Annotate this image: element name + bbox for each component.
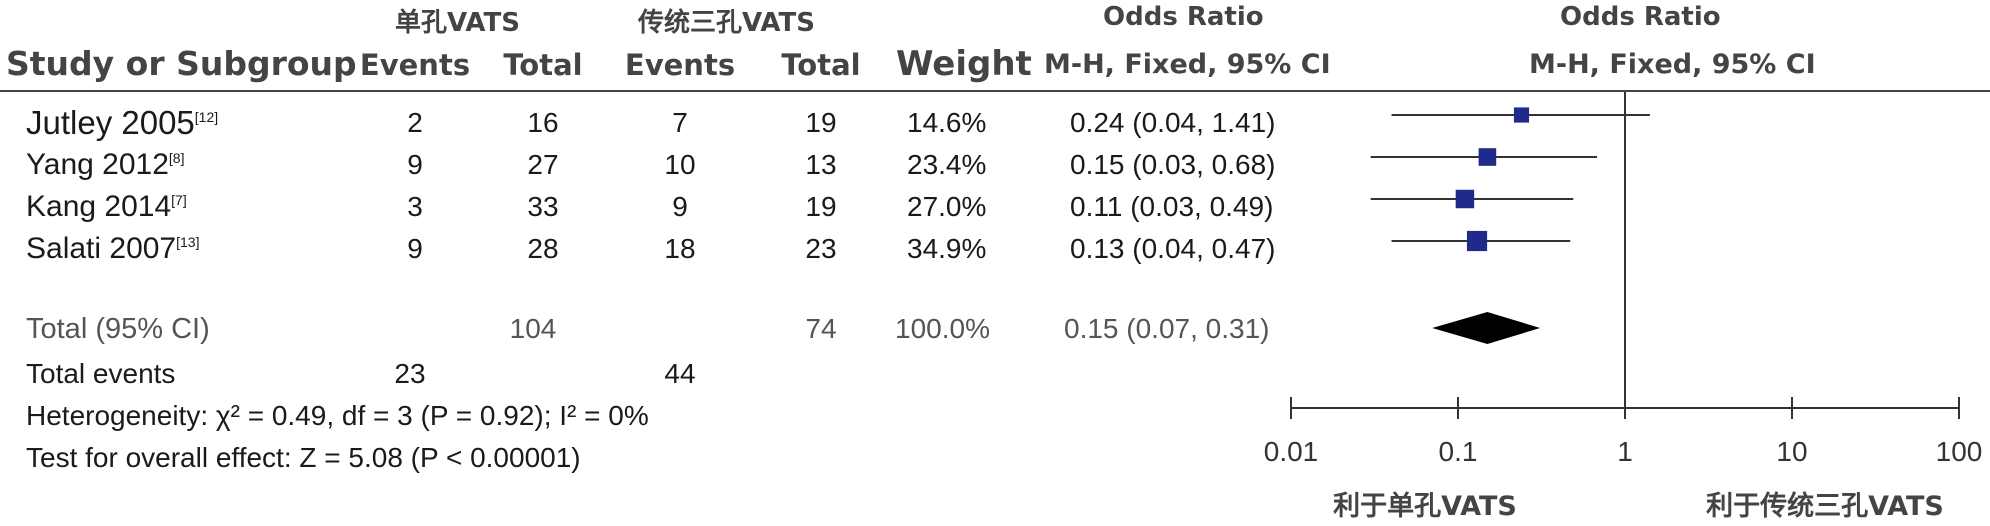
method-header-right: M-H, Fixed, 95% CI <box>1529 49 1816 80</box>
total2-cell: 19 <box>805 191 837 222</box>
odds-ratio-ci-cell: 0.15 (0.03, 0.68) <box>1070 149 1276 180</box>
odds-ratio-ci-cell: 0.11 (0.03, 0.49) <box>1070 191 1274 222</box>
study-name: Yang 2012[8] <box>26 148 185 181</box>
group-header-triple: 传统三孔VATS <box>638 8 815 38</box>
weight-cell: 34.9% <box>907 233 987 264</box>
weight-cell: 14.6% <box>907 107 987 138</box>
total-events1: 23 <box>394 358 426 389</box>
study-marker <box>1513 107 1530 123</box>
events1-cell: 3 <box>407 191 423 222</box>
method-header-left: M-H, Fixed, 95% CI <box>1044 49 1331 80</box>
study-reference: [7] <box>171 192 187 208</box>
total2-cell: 19 <box>805 107 837 138</box>
header-rule <box>0 90 1990 92</box>
x-axis-tick-label: 1 <box>1617 436 1633 467</box>
pooled-diamond <box>1432 312 1541 344</box>
total1-column-header: Total <box>503 48 583 82</box>
weight-cell: 27.0% <box>907 191 987 222</box>
total1-cell: 27 <box>527 149 559 180</box>
study-marker <box>1478 148 1497 166</box>
study-reference: [12] <box>194 109 219 125</box>
total2-cell: 23 <box>805 233 837 264</box>
odds-ratio-header-left: Odds Ratio <box>1103 2 1264 32</box>
study-name: Kang 2014[7] <box>26 190 187 223</box>
events1-cell: 9 <box>407 149 423 180</box>
total-events-label: Total events <box>26 358 176 389</box>
study-reference: [13] <box>176 234 200 250</box>
events2-cell: 7 <box>672 107 688 138</box>
total-events2: 44 <box>664 358 696 389</box>
group-header-single: 单孔VATS <box>395 8 520 38</box>
x-axis-tick-label: 0.1 <box>1438 436 1478 467</box>
study-column-header: Study or Subgroup <box>6 44 357 83</box>
events1-column-header: Events <box>359 48 471 82</box>
total1-cell: 16 <box>527 107 559 138</box>
events2-cell: 18 <box>664 233 696 264</box>
study-name: Jutley 2005[12] <box>26 104 219 141</box>
total2-sum: 74 <box>805 313 837 344</box>
x-axis-tick-label: 0.01 <box>1263 436 1319 467</box>
events1-cell: 2 <box>407 107 423 138</box>
odds-ratio-ci-cell: 0.13 (0.04, 0.47) <box>1070 233 1276 264</box>
total2-column-header: Total <box>781 48 861 82</box>
study-marker <box>1466 230 1488 252</box>
study-marker <box>1455 189 1475 209</box>
weight-column-header: Weight <box>896 44 1032 84</box>
x-axis-tick-label: 100 <box>1935 436 1983 467</box>
favours-left-label: 利于单孔VATS <box>1333 491 1517 522</box>
events2-cell: 10 <box>664 149 696 180</box>
total-label: Total (95% CI) <box>26 313 210 345</box>
pooled-odds-ratio-ci: 0.15 (0.07, 0.31) <box>1064 313 1270 344</box>
events2-cell: 9 <box>672 191 688 222</box>
events1-cell: 9 <box>407 233 423 264</box>
events2-column-header: Events <box>624 48 736 82</box>
total-weight: 100.0% <box>895 313 990 344</box>
total1-cell: 33 <box>527 191 559 222</box>
heterogeneity-text: Heterogeneity: χ² = 0.49, df = 3 (P = 0.… <box>26 400 649 431</box>
study-reference: [8] <box>168 150 185 166</box>
overall-effect-text: Test for overall effect: Z = 5.08 (P < 0… <box>26 442 581 473</box>
favours-right-label: 利于传统三孔VATS <box>1706 491 1944 522</box>
total1-sum: 104 <box>509 313 557 344</box>
weight-cell: 23.4% <box>907 149 987 180</box>
x-axis-tick-label: 10 <box>1776 436 1808 467</box>
study-name: Salati 2007[13] <box>26 232 200 265</box>
total1-cell: 28 <box>527 233 559 264</box>
total2-cell: 13 <box>805 149 837 180</box>
odds-ratio-header-right: Odds Ratio <box>1560 2 1721 32</box>
odds-ratio-ci-cell: 0.24 (0.04, 1.41) <box>1070 107 1276 138</box>
